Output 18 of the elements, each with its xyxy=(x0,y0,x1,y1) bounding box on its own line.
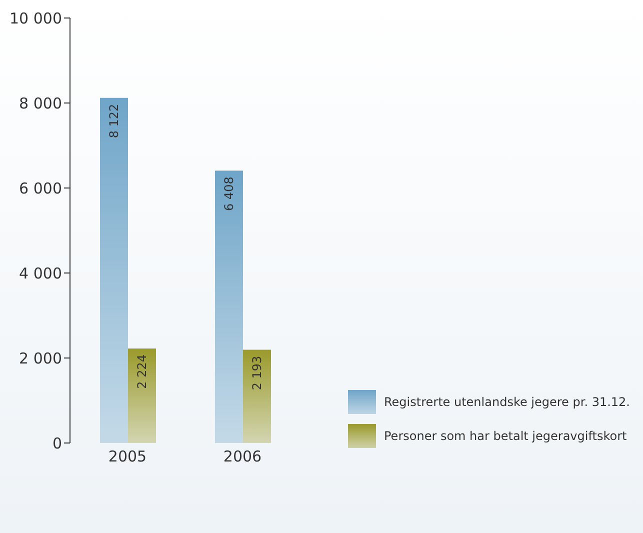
data-label: 2 224 xyxy=(135,354,149,389)
y-tick-label: 6 000 xyxy=(19,179,62,198)
legend-label: Personer som har betalt jegeravgiftskort xyxy=(384,429,627,443)
y-tick-label: 4 000 xyxy=(19,264,62,282)
data-label: 6 408 xyxy=(222,176,236,212)
data-label: 8 122 xyxy=(107,104,121,138)
bar xyxy=(215,170,243,443)
bar xyxy=(243,350,271,443)
data-label: 2 193 xyxy=(250,356,264,390)
x-tick-label: 2005 xyxy=(108,448,147,466)
y-tick-label: 8 000 xyxy=(19,94,62,112)
y-tick-label: 10 000 xyxy=(10,9,62,28)
legend-label: Registrerte utenlandske jegere pr. 31.12. xyxy=(384,395,630,409)
bar xyxy=(128,348,156,443)
x-tick-label: 2006 xyxy=(223,448,262,466)
y-tick-label: 0 xyxy=(52,434,62,452)
bar xyxy=(100,98,128,443)
y-tick-label: 2 000 xyxy=(19,349,62,368)
